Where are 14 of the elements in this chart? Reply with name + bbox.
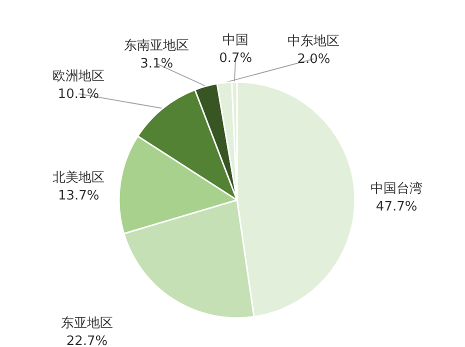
slice-label: 中国台湾 <box>370 180 423 196</box>
slice-label: 中国 <box>222 33 249 48</box>
slice-label: 东南亚地区 <box>124 38 190 54</box>
slice-label: 欧洲地区 <box>52 68 104 84</box>
data-label: 3.1% <box>140 56 174 72</box>
slice-label: 北美地区 <box>52 169 105 186</box>
data-label: 0.7% <box>219 51 252 66</box>
data-label: 2.0% <box>297 52 330 67</box>
data-label: 47.7% <box>376 199 418 214</box>
slice-label: 中东地区 <box>288 34 340 49</box>
slice-label: 东亚地区 <box>61 316 113 331</box>
data-label: 22.7% <box>66 334 108 347</box>
data-label: 13.7% <box>58 188 100 204</box>
data-label: 10.1% <box>58 86 100 102</box>
